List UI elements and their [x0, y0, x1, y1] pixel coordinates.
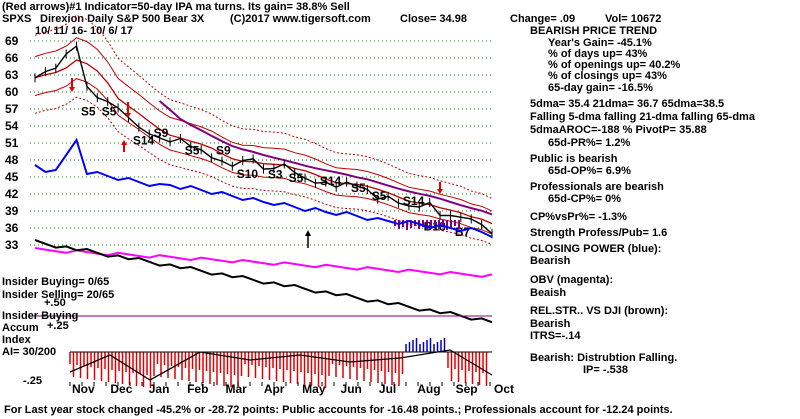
x-tick-label: Nov — [72, 382, 95, 396]
x-tick-label: Jun — [341, 382, 362, 396]
signal-label-s14: S14 — [403, 194, 425, 208]
cp-65: 65d-CP%= 0% — [548, 193, 622, 205]
trend-title: BEARISH PRICE TREND — [530, 25, 658, 37]
x-tick-label: May — [302, 382, 326, 396]
falling-dma: Falling 5-dma falling 21-dma falling 65-… — [530, 111, 755, 123]
signal-label-s3: S3 — [268, 167, 283, 181]
signal-label-s5: S5 — [372, 189, 387, 203]
header-copyright: (C)2017 www.tigersoft.com — [230, 13, 371, 25]
footer-summary: For Last year stock changed -45.2% or -2… — [4, 404, 673, 416]
gain-65: 65-day gain= -16.5% — [548, 82, 653, 94]
buy-arrow-head — [121, 140, 127, 145]
y-tick-label: 42 — [5, 187, 19, 201]
accum-title-1: Insider Buying — [2, 310, 79, 322]
y-tick-label: 33 — [5, 238, 19, 252]
signal-label-b7: B7 — [455, 225, 471, 239]
upper-band — [34, 37, 493, 212]
obv-line — [34, 247, 493, 278]
relstr-label: REL.STR.. VS DJI (brown): — [530, 305, 669, 317]
y-tick-label: 69 — [5, 34, 19, 48]
b18-arrow-head — [305, 230, 311, 236]
dma-values: 5dma= 35.4 21dma= 36.7 65dma=38.5 — [530, 98, 725, 110]
header-ticker: SPXS — [2, 13, 32, 25]
y-tick-label: 60 — [5, 85, 19, 99]
pr-65: 65d-PR%= 1.2% — [548, 137, 631, 149]
accum-minus25: -.25 — [23, 375, 42, 387]
signal-label-s10: S10 — [237, 167, 259, 181]
y-tick-label: 54 — [5, 119, 19, 133]
signal-label-s14: S14 — [320, 174, 342, 188]
y-tick-label: 45 — [5, 170, 19, 184]
y-tick-label: 57 — [5, 102, 19, 116]
header-line1: (Red arrows)#1 Indicator=50-day IPA ma t… — [2, 1, 350, 13]
aroc-pivot: 5dmaAROC=-188 % PivotP= 35.88 — [530, 124, 707, 136]
y-tick-label: 39 — [5, 204, 19, 218]
ma65-line — [158, 100, 493, 216]
relstr-line — [34, 239, 493, 324]
years-gain: Year's Gain= -45.1% — [548, 37, 652, 49]
y-tick-label: 63 — [5, 68, 19, 82]
ip-value: IP= -.538 — [583, 364, 628, 376]
public-bearish: Public is bearish — [530, 153, 618, 165]
itrs-value: ITRS=-.14 — [530, 330, 581, 342]
x-tick-label: Oct — [494, 382, 514, 396]
closing-power-label: CLOSING POWER (blue): — [530, 243, 662, 255]
days-up: % of days up= 43% — [548, 48, 648, 60]
accum-title-3: Index — [2, 334, 31, 346]
signal-label-s5: S5 — [81, 105, 96, 119]
y-tick-label: 66 — [5, 51, 19, 65]
openings-up: % of openings up= 40.2% — [548, 59, 681, 71]
accum-plus50: +.50 — [44, 297, 66, 309]
sell-arrow-head — [437, 189, 443, 194]
insider-buying-count: Insider Buying= 0/65 — [2, 276, 110, 288]
ma21-line — [34, 59, 493, 225]
signal-label-s5: S5 — [289, 171, 304, 185]
accum-plus25: +.25 — [47, 320, 69, 332]
signal-label-s5: S5 — [185, 144, 200, 158]
cp-vs-pr: CP%vsPr%= -1.3% — [530, 211, 627, 223]
sell-arrow-head — [125, 113, 131, 118]
signal-label-s14: S14 — [133, 133, 155, 147]
sell-arrow-head — [69, 87, 75, 92]
bearish-distribution: Bearish: Distrubtion Falling. — [530, 352, 678, 364]
signal-label-s9: S9 — [154, 126, 169, 140]
signal-label-s9: S9 — [216, 144, 231, 158]
ai-value: AI= 30/200 — [2, 346, 57, 358]
y-tick-label: 51 — [5, 136, 19, 150]
header-name: Direxion Daily S&P 500 Bear 3X — [40, 13, 205, 25]
accum-ma-line — [69, 349, 493, 381]
header-close: Close= 34.98 — [400, 13, 467, 25]
insider-selling-count: Insider Selling= 20/65 — [2, 289, 115, 301]
x-tick-label: Mar — [225, 382, 247, 396]
x-tick-label: Jul — [379, 382, 396, 396]
x-tick-label: Sep — [456, 382, 478, 396]
strength-ratio: Strength Profess/Pub= 1.6 — [530, 227, 668, 239]
signal-label-s5: S5 — [102, 105, 117, 119]
op-65: 65d-OP%= 6.9% — [548, 165, 631, 177]
x-tick-label: Dec — [110, 382, 132, 396]
closing-power-line — [34, 137, 493, 238]
obv-state: Beaish — [530, 287, 567, 299]
accum-title-2: Accum — [2, 322, 39, 334]
closings-up: % of closings up= 43% — [548, 70, 667, 82]
y-tick-label: 36 — [5, 221, 19, 235]
signal-label-s5: S5 — [351, 181, 366, 195]
header-change: Change= .09 — [510, 13, 576, 25]
x-tick-label: Feb — [187, 382, 208, 396]
x-tick-label: Aug — [417, 382, 440, 396]
y-tick-label: 48 — [5, 153, 19, 167]
pros-bearish: Professionals are bearish — [530, 181, 664, 193]
relstr-state: Bearish — [530, 318, 571, 330]
x-tick-label: Apr — [264, 382, 285, 396]
lower-band — [34, 78, 493, 235]
closing-power-state: Bearish — [530, 255, 571, 267]
obv-label: OBV (magenta): — [530, 274, 614, 286]
header-vol: Vol= 10672 — [605, 13, 662, 25]
